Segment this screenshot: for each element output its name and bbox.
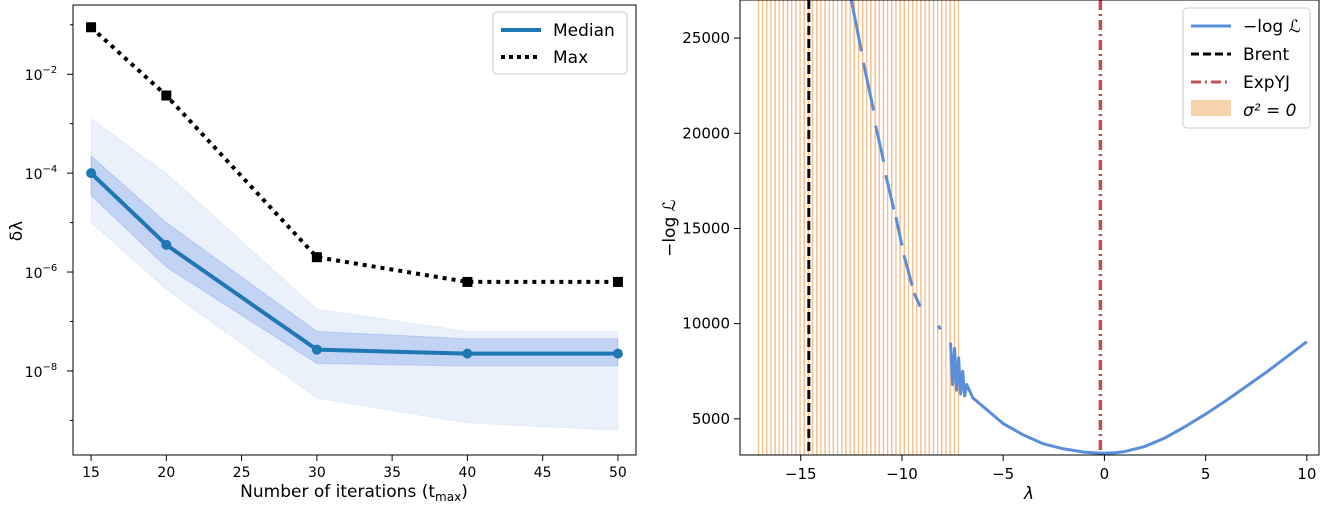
nll-segment — [894, 216, 904, 246]
y-tick-label: 10−2 — [25, 65, 58, 84]
y-tick-label: 10−6 — [25, 263, 58, 282]
series-max-marker — [462, 276, 473, 287]
series-median-marker — [86, 168, 97, 179]
nll-segment — [884, 174, 896, 210]
x-tick-label: 5 — [1201, 465, 1211, 483]
band-inner — [90, 154, 619, 367]
nll-segment — [874, 125, 886, 163]
legend-max-label: Max — [553, 48, 588, 68]
y-tick-label: 15000 — [682, 219, 730, 237]
x-tick-label: 15 — [82, 465, 100, 481]
x-tick-label: 50 — [609, 465, 627, 481]
legend-expyj-label: ExpYJ — [1243, 73, 1290, 93]
left-legend: Median Max — [492, 11, 628, 75]
x-tick-label: 40 — [458, 465, 476, 481]
nll-segment — [862, 62, 876, 111]
right-legend-box — [1182, 7, 1311, 129]
left-x-axis-label: Number of iterations (tmax) — [240, 482, 468, 504]
right-y-axis: 5000 10000 15000 20000 25000 — [682, 29, 740, 428]
x-tick-label: 0 — [1100, 465, 1110, 483]
left-y-axis-label: δλ — [7, 221, 27, 241]
x-tick-label: 35 — [383, 465, 401, 481]
nll-segment — [912, 292, 922, 308]
band-outer — [90, 117, 619, 431]
nll-curve — [949, 340, 1308, 455]
y-tick-label: 10−4 — [25, 164, 58, 183]
x-tick-label: −10 — [886, 465, 918, 483]
legend-nll-label: −log ℒ — [1243, 17, 1301, 37]
series-max-marker — [311, 252, 322, 263]
legend-median-label: Median — [553, 21, 615, 41]
legend-zero-variance-swatch — [1191, 100, 1231, 116]
x-tick-label: 20 — [157, 465, 175, 481]
series-max-marker — [612, 276, 623, 287]
series-median-marker — [462, 348, 473, 359]
left-chart: 15 20 25 30 35 40 45 50 10−2 10−4 10−6 10−8 Number… — [7, 4, 637, 504]
right-x-axis-label: λ — [1023, 484, 1034, 504]
legend-zero-variance-label: σ² = 0 — [1243, 101, 1296, 121]
series-median-marker — [612, 348, 623, 359]
legend-brent-label: Brent — [1243, 45, 1290, 65]
x-tick-label: 25 — [233, 465, 251, 481]
x-tick-label: 45 — [534, 465, 552, 481]
x-tick-label: 30 — [308, 465, 326, 481]
nll-segment — [902, 254, 914, 286]
series-max-marker — [161, 90, 172, 101]
nll-segment — [849, 0, 863, 52]
x-tick-label: 10 — [1297, 465, 1316, 483]
series-median-marker — [161, 239, 172, 250]
y-tick-label: 5000 — [692, 410, 730, 428]
right-legend: −log ℒ Brent ExpYJ σ² = 0 — [1182, 7, 1311, 129]
series-max-line — [89, 25, 618, 284]
y-tick-label: 10−8 — [25, 362, 58, 381]
left-plot-area — [86, 22, 623, 431]
right-x-axis: −15 −10 −5 0 5 10 — [785, 455, 1316, 483]
y-tick-label: 20000 — [682, 124, 730, 142]
series-median-marker — [311, 344, 322, 355]
right-plot-area — [757, 0, 1308, 455]
y-tick-label: 25000 — [682, 29, 730, 47]
left-y-axis: 10−2 10−4 10−6 10−8 — [25, 24, 73, 421]
series-max-marker — [86, 22, 97, 33]
right-axes-frame — [739, 0, 1320, 456]
nll-segment — [937, 324, 942, 331]
left-axes-frame — [72, 4, 637, 456]
right-y-axis-label: −log ℒ — [660, 199, 680, 257]
x-tick-label: −5 — [992, 465, 1014, 483]
x-tick-label: −15 — [785, 465, 817, 483]
left-x-axis: 15 20 25 30 35 40 45 50 — [82, 455, 627, 481]
y-tick-label: 10000 — [682, 315, 730, 333]
